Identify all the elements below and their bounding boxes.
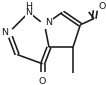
- Text: O: O: [39, 77, 46, 85]
- Text: O: O: [99, 2, 106, 11]
- Text: N: N: [1, 28, 8, 37]
- Text: N: N: [45, 18, 52, 27]
- Text: N: N: [25, 8, 32, 17]
- Text: H: H: [25, 2, 32, 11]
